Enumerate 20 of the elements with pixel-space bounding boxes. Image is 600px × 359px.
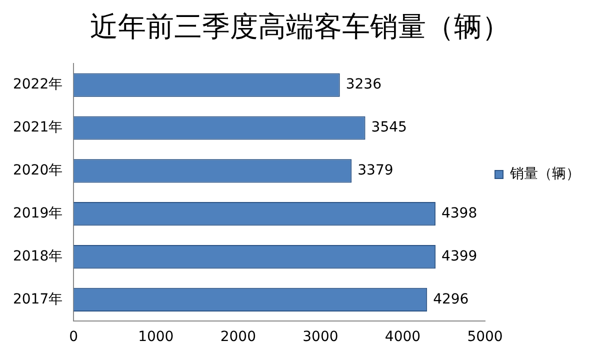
chart-title: 近年前三季度高端客车销量（辆） bbox=[90, 10, 510, 44]
x-tick-label: 0 bbox=[69, 329, 78, 346]
x-tick-label: 2000 bbox=[220, 329, 256, 346]
y-tick-label: 2018年 bbox=[12, 248, 63, 264]
data-label: 4296 bbox=[433, 291, 469, 308]
y-tick-label: 2019年 bbox=[12, 206, 63, 222]
x-tick-label: 1000 bbox=[138, 329, 174, 346]
data-label: 3236 bbox=[346, 76, 382, 93]
x-tick-label: 3000 bbox=[302, 329, 338, 346]
legend-label: 销量（辆） bbox=[509, 166, 580, 182]
x-tick-label: 4000 bbox=[384, 329, 421, 346]
data-label: 4398 bbox=[441, 206, 478, 222]
data-label: 4399 bbox=[442, 248, 478, 264]
y-tick-label: 2021年 bbox=[12, 120, 63, 136]
data-label: 3379 bbox=[358, 162, 394, 179]
y-tick-label: 2022年 bbox=[12, 76, 63, 93]
y-tick-label: 2020年 bbox=[12, 162, 63, 179]
data-label: 3545 bbox=[371, 120, 407, 136]
x-tick-label: 5000 bbox=[467, 329, 503, 346]
y-tick-label: 2017年 bbox=[12, 291, 63, 308]
